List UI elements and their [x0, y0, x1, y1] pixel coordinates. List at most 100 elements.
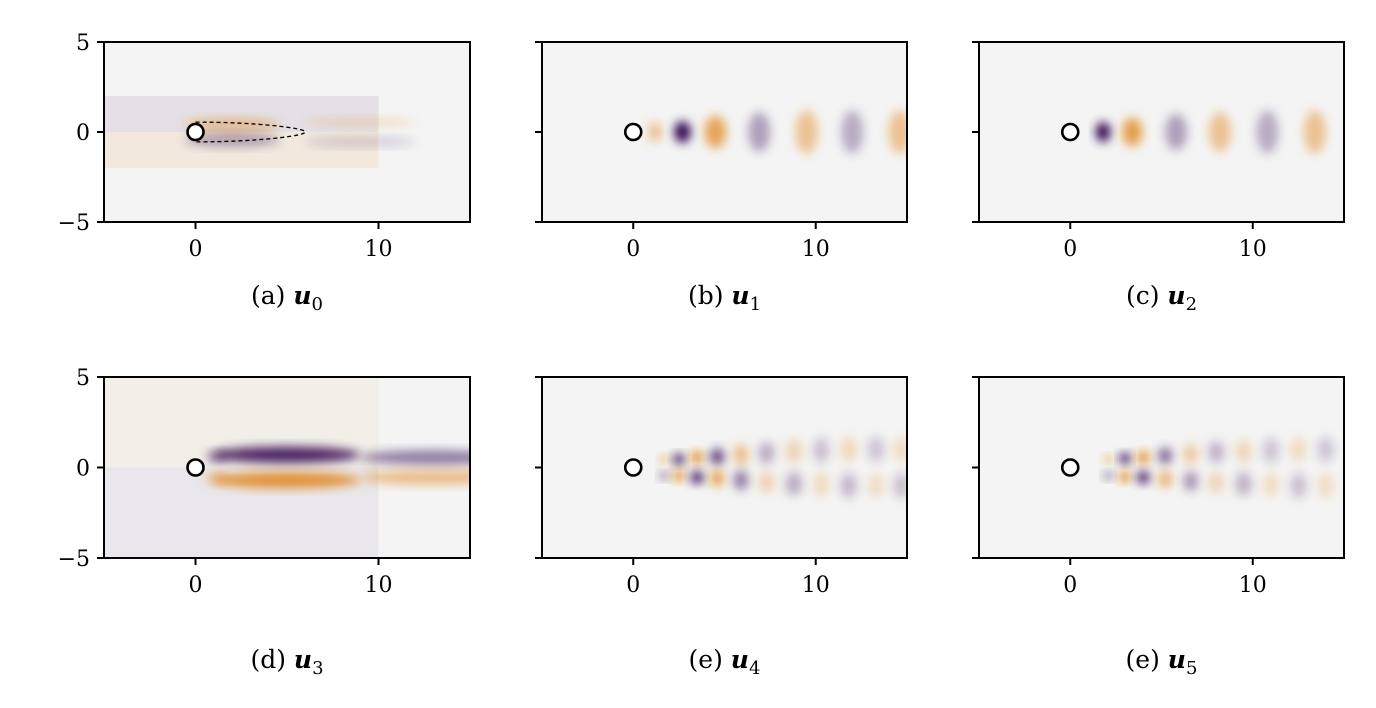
field-blob [867, 436, 885, 463]
caption-label: (e) [689, 645, 731, 674]
caption-variable: u [1168, 645, 1186, 674]
field-blob [813, 472, 830, 498]
field-blob [748, 112, 771, 152]
field-blob [758, 471, 775, 493]
y-tick-label: −5 [58, 211, 90, 236]
panel-6: 0 10 (e) u5 [972, 376, 1345, 679]
field-blob [213, 446, 361, 463]
panel-caption: (a) u0 [251, 281, 323, 315]
panel-3: 0 10 (c) u2 [972, 41, 1345, 315]
panel-caption: (e) u5 [1126, 645, 1198, 679]
field-blob [1119, 453, 1131, 464]
field-blob [206, 451, 229, 463]
caption-subscript: 3 [312, 658, 323, 679]
field-blob [710, 448, 725, 465]
caption-variable: u [731, 645, 749, 674]
x-tick-label: 0 [1063, 573, 1077, 598]
field-blob [1095, 122, 1111, 142]
field-blob [1122, 117, 1143, 147]
caption-variable: u [294, 645, 312, 674]
caption-subscript: 4 [749, 658, 760, 679]
field-background [542, 377, 907, 558]
field-blob [673, 453, 685, 465]
field-blob [813, 437, 830, 463]
field-blob [1183, 471, 1198, 492]
x-tick-label: 0 [1063, 237, 1077, 262]
field-blob [785, 472, 803, 496]
field-blob [893, 436, 907, 463]
panel-caption: (c) u2 [1126, 281, 1197, 315]
field-blob [305, 117, 416, 127]
field-blob [1183, 443, 1198, 464]
field-blob [758, 442, 775, 464]
field-structures [1095, 110, 1326, 154]
field-blob [867, 472, 885, 499]
x-tick-label: 10 [802, 237, 830, 262]
field-blob [888, 110, 907, 154]
field-blob [1317, 472, 1334, 499]
caption-label: (d) [250, 645, 293, 674]
field-blob [659, 455, 669, 464]
field-blob [690, 471, 704, 484]
caption-label: (b) [688, 281, 731, 310]
field-blob [1290, 436, 1307, 463]
cylinder-marker [1060, 122, 1080, 142]
x-tick-label: 10 [802, 573, 830, 598]
field-blob [360, 470, 470, 485]
field-blob [840, 472, 857, 499]
field-background [104, 377, 470, 558]
field-blob [1235, 439, 1252, 463]
x-tick-label: 10 [365, 573, 393, 598]
field-blob [690, 451, 704, 464]
field-blob [1262, 437, 1280, 463]
panel-caption: (d) u3 [250, 645, 323, 679]
caption-variable: u [731, 281, 749, 310]
field-blob [1290, 472, 1307, 499]
field-blob [1208, 112, 1231, 152]
cylinder-marker [1060, 458, 1080, 477]
x-tick-label: 10 [1239, 573, 1267, 598]
panel-caption: (e) u4 [689, 645, 761, 679]
field-blob [704, 115, 727, 149]
field-structures [648, 110, 907, 154]
x-tick-label: 0 [626, 573, 640, 598]
y-tick-label: 0 [76, 457, 90, 482]
y-tick-label: 5 [76, 31, 90, 56]
recirculation-contour [195, 121, 306, 143]
caption-subscript: 5 [1186, 658, 1197, 679]
field-blob [1119, 471, 1131, 482]
field-blob [1165, 114, 1188, 150]
field-blob [733, 470, 749, 491]
field-structures [104, 377, 470, 558]
x-tick-label: 10 [1239, 237, 1267, 262]
field-background [979, 42, 1344, 222]
field-structures [104, 96, 416, 168]
field-blob [1317, 436, 1334, 463]
field-blob [1235, 472, 1252, 496]
caption-label: (e) [1126, 645, 1168, 674]
field-blob [1208, 472, 1225, 494]
x-tick-label: 0 [189, 237, 203, 262]
field-blob [305, 137, 416, 147]
field-blob [674, 121, 691, 143]
field-blob [659, 471, 669, 480]
panel-2: 0 10 (b) u1 [535, 41, 908, 315]
caption-subscript: 0 [312, 294, 323, 315]
cylinder-marker [186, 458, 205, 477]
field-blob [184, 118, 280, 132]
y-tick-label: 0 [76, 121, 90, 146]
cylinder-marker [186, 122, 205, 142]
caption-label: (c) [1126, 281, 1167, 310]
field-blob [1136, 471, 1150, 484]
panel-caption: (b) u1 [688, 281, 761, 315]
field-blob [1256, 110, 1279, 154]
x-tick-label: 10 [365, 237, 393, 262]
field-blob [841, 110, 864, 154]
field-blob [673, 470, 685, 482]
field-blob [1104, 471, 1114, 480]
cylinder-marker [623, 122, 643, 142]
field-blob [360, 450, 470, 465]
caption-subscript: 2 [1186, 294, 1197, 315]
field-blob [1208, 441, 1225, 463]
